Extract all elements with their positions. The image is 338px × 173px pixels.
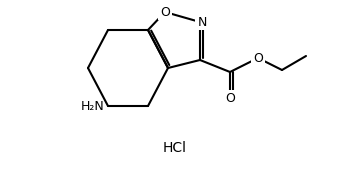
Text: N: N bbox=[197, 16, 207, 29]
Text: O: O bbox=[160, 6, 170, 19]
Text: HCl: HCl bbox=[163, 141, 187, 155]
Text: O: O bbox=[253, 52, 263, 65]
Text: O: O bbox=[225, 92, 235, 104]
Text: H₂N: H₂N bbox=[80, 99, 104, 112]
